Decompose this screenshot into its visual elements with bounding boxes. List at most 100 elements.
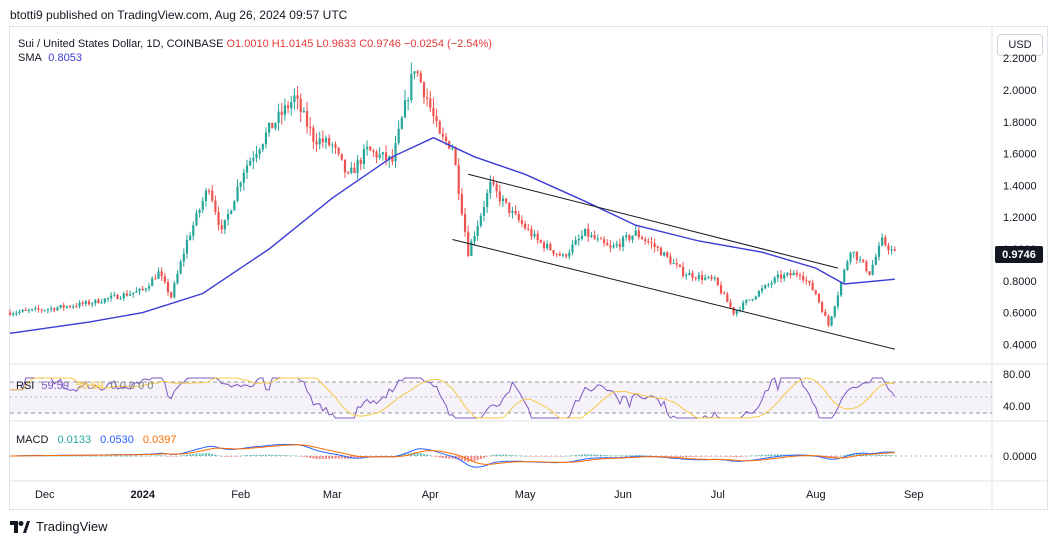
macd-hist-bar [451,456,454,459]
candle-body [732,307,735,314]
candle-body [312,127,315,142]
candle-body [486,193,489,207]
rsi-label[interactable]: RSI [16,380,35,392]
macd-hist-bar [274,454,277,456]
macd-hist-bar [479,456,482,459]
candle-body [514,210,517,214]
macd-hist-bar [517,455,520,457]
candle-body [350,167,353,173]
candle-body [296,95,299,99]
sma-label[interactable]: SMA [18,52,42,64]
macd-hist-bar [536,456,539,457]
macd-hist-bar [258,454,261,456]
candle-body [419,73,422,83]
candle-body [625,235,628,238]
macd-hist-bar [353,456,356,459]
candle-body [173,283,176,298]
price-tick-label: 1.6000 [1003,149,1037,161]
macd-hist-bar [416,452,419,456]
macd-hist-bar [773,454,776,456]
macd-hist-bar [179,455,182,457]
macd-hist-bar [378,455,381,457]
candle-body [422,82,426,98]
candle-body [328,138,331,146]
candle-body [574,240,577,245]
candle-body [110,295,113,299]
candle-body [429,98,432,108]
candle-body [444,136,448,142]
macd-hist-bar [612,455,615,457]
candle-body [549,243,552,251]
candle-body [580,235,584,239]
candle-body [644,239,647,242]
macd-hist-bar [599,454,602,456]
candle-body [751,298,754,300]
candle-body [261,144,264,150]
macd-hist-bar [881,454,884,456]
price-tick-label: 2.0000 [1003,85,1037,97]
macd-hist-bar [43,455,46,457]
candle-body [824,311,827,317]
macd-hist-bar [268,454,271,456]
macd-hist-bar [321,456,324,460]
macd-hist-bar [710,456,713,457]
candle-body [372,150,375,152]
candle-body [546,243,549,249]
currency-button[interactable]: USD [997,34,1043,56]
macd-hist-bar [511,455,514,456]
candle-body [138,288,141,292]
candle-body [587,228,590,237]
candle-body [242,172,245,183]
candle-body [56,307,59,311]
macd-hist-bar [69,455,72,457]
candle-body [520,220,524,224]
macd-hist-bar [495,454,498,456]
macd-hist-bar [476,456,479,461]
candle-body [236,186,239,201]
candle-body [271,122,274,129]
macd-hist-bar [264,454,267,456]
macd-label[interactable]: MACD [16,434,49,446]
candle-body [527,228,530,230]
macd-hist-bar [770,454,773,456]
candle-body [846,261,849,270]
candle-body [217,211,220,226]
candle-body [539,240,542,243]
macd-hist-bar [483,456,485,458]
channel-trendline [468,173,839,269]
candle-body [204,190,208,202]
candle-body [97,299,100,304]
candle-body [62,305,65,308]
candle-body [125,293,129,296]
candle-body [75,306,78,308]
candle-body [827,316,830,326]
macd-hist-bar [173,456,176,457]
macd-hist-bar [631,455,634,456]
macd-hist-bar [893,455,896,457]
time-tick-label: 2024 [130,489,155,501]
macd-hist-bar [508,454,511,456]
macd-hist-bar [735,456,738,457]
candle-body [688,273,691,276]
candle-body [634,230,637,236]
candle-body [24,309,27,311]
rsi-layer [10,377,896,419]
candle-body [666,252,669,257]
macd-hist-bar [381,455,384,457]
macd-hist-bar [220,456,223,457]
candle-body [672,263,675,265]
candle-body [78,302,81,307]
macd-hist-bar [413,452,416,456]
macd-hist-bar [261,454,264,456]
macd-tick-label: 0.0000 [1003,451,1037,463]
macd-hist-bar [615,455,618,457]
symbol-name[interactable]: Sui / United States Dollar, 1D, COINBASE [18,38,224,50]
macd-hist-bar [185,454,188,456]
candle-body [170,292,173,298]
macd-hist-bar [91,455,94,457]
tradingview-footer[interactable]: TradingView [10,519,108,534]
macd-hist-bar [776,454,779,456]
macd-hist-bar [441,456,444,459]
rsi-value: 59.59 [41,380,69,392]
